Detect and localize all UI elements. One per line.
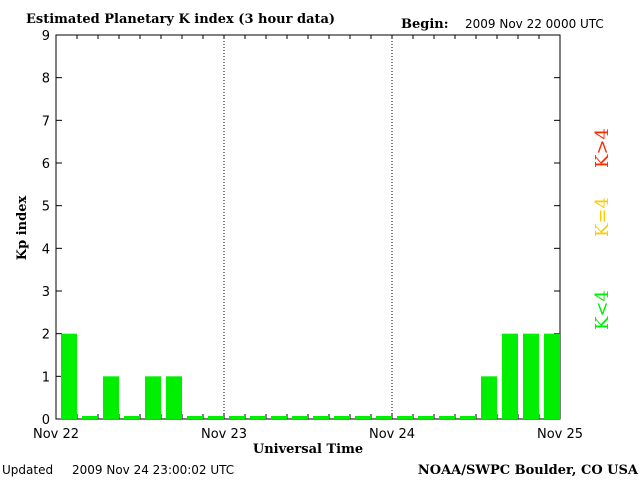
credit-text: NOAA/SWPC Boulder, CO USA	[418, 463, 639, 478]
y-tick-label: 9	[42, 29, 50, 44]
updated-label: Updated	[2, 463, 53, 477]
y-tick-label: 8	[42, 72, 50, 87]
legend-high: K>4	[592, 128, 613, 168]
y-tick-label: 3	[42, 285, 50, 300]
kp-bar	[544, 333, 560, 419]
kp-bar	[250, 416, 266, 419]
x-tick-label: Nov 24	[369, 427, 415, 442]
x-tick-label: Nov 23	[201, 427, 247, 442]
kp-bar	[229, 416, 245, 419]
kp-bar	[523, 333, 539, 419]
begin-label: Begin:	[401, 17, 449, 32]
kp-bar	[397, 416, 413, 419]
kp-bar	[418, 416, 434, 419]
kp-bar	[187, 416, 203, 419]
kp-bar	[145, 376, 161, 419]
kp-bar	[502, 333, 518, 419]
kp-bar	[82, 416, 98, 419]
chart-title: Estimated Planetary K index (3 hour data…	[26, 12, 335, 27]
y-tick-label: 1	[42, 370, 50, 385]
legend-mid: K=4	[592, 197, 613, 237]
kp-bar	[61, 333, 77, 419]
y-tick-label: 7	[42, 114, 50, 129]
kp-bar	[355, 416, 371, 419]
kp-bar	[376, 416, 392, 419]
plot-frame	[55, 34, 561, 420]
y-tick-label: 5	[42, 200, 50, 215]
kp-bar	[124, 416, 140, 419]
kp-bar	[460, 416, 476, 419]
y-tick-label: 0	[42, 413, 50, 428]
x-tick-label: Nov 25	[537, 427, 583, 442]
begin-value: 2009 Nov 22 0000 UTC	[465, 17, 604, 31]
legend-low: K<4	[592, 290, 613, 330]
kp-bar	[334, 416, 350, 419]
x-axis-label: Universal Time	[253, 442, 363, 457]
y-axis-label: Kp index	[15, 196, 30, 261]
kp-bar	[208, 416, 224, 419]
y-tick-label: 4	[42, 242, 50, 257]
y-tick-label: 2	[42, 328, 50, 343]
kp-bar	[481, 376, 497, 419]
x-tick-label: Nov 22	[33, 427, 79, 442]
kp-bar	[313, 416, 329, 419]
updated-value: 2009 Nov 24 23:00:02 UTC	[72, 463, 234, 477]
kp-bar	[103, 376, 119, 419]
kp-bar	[166, 376, 182, 419]
plot-area: 0 1 2 3 4 5 6 7 8 9 Nov 22 Nov 23 Nov 24 Nov 25	[33, 29, 583, 442]
kp-bar	[292, 416, 308, 419]
kp-bar	[439, 416, 455, 419]
kp-bar	[271, 416, 287, 419]
y-tick-label: 6	[42, 157, 50, 172]
